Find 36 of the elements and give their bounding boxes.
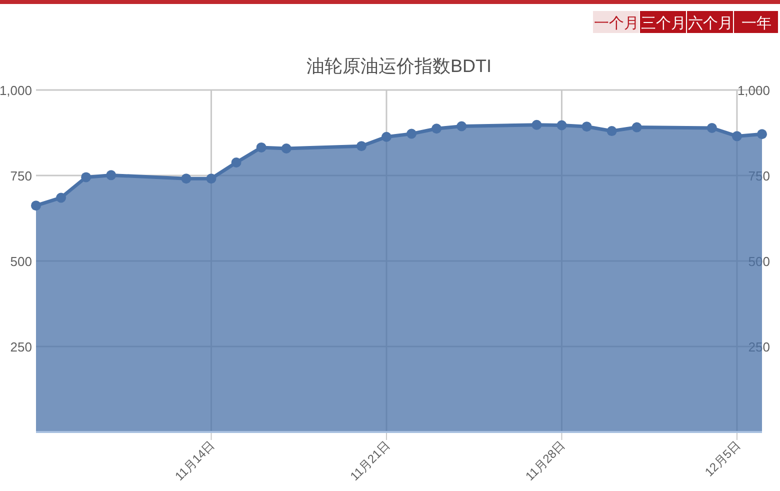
text: 六个月 (688, 15, 733, 32)
text: 一年 (742, 15, 772, 32)
point (757, 129, 767, 140)
point (632, 122, 642, 132)
point (732, 131, 742, 142)
point (381, 132, 392, 142)
point (106, 170, 116, 180)
text: 三个月 (641, 15, 686, 32)
point (532, 120, 542, 130)
y-tick-label: 750 (10, 168, 32, 184)
x-tick-label: 11月14日 (172, 438, 218, 484)
x-tick-label: 12月5日 (702, 438, 744, 480)
point (31, 200, 41, 211)
y-tick-label: 250 (10, 340, 32, 354)
point (432, 124, 442, 134)
y2-tick-label: 1,000 (737, 83, 770, 98)
point (356, 141, 366, 152)
point (281, 143, 292, 154)
chart-title: 油轮原油运价指数BDTI (306, 56, 492, 76)
point (456, 121, 467, 132)
text: 一个月 (594, 15, 639, 32)
point (256, 142, 266, 152)
point (181, 174, 192, 184)
x-tick-label: 11月28日 (522, 438, 568, 484)
y-tick-label: 1,000 (0, 83, 32, 98)
point (406, 128, 417, 139)
point (81, 172, 92, 182)
point (56, 192, 66, 203)
point (206, 174, 216, 184)
y-tick-label: 500 (10, 254, 32, 269)
point (556, 120, 567, 130)
point (606, 126, 617, 136)
point (582, 122, 592, 132)
point (231, 158, 242, 168)
point (706, 122, 717, 133)
x-tick-label: 11月21日 (347, 438, 393, 484)
